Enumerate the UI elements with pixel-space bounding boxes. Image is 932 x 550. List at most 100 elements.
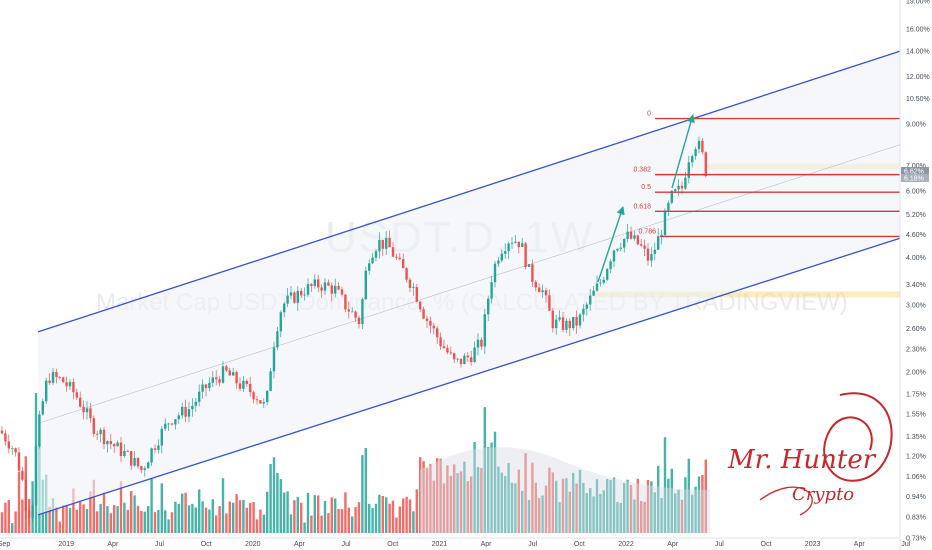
candle-body bbox=[483, 314, 486, 347]
candle-body bbox=[242, 380, 245, 389]
candle-body bbox=[283, 303, 286, 313]
time-axis[interactable]: Sep 2019 Apr Jul Oct 2020 Apr Jul Oct 2021 Apr Jul O… bbox=[0, 537, 911, 548]
time-tick-label: Apr bbox=[107, 541, 119, 548]
candle-body bbox=[687, 162, 690, 178]
volume-bar bbox=[109, 513, 112, 533]
volume-bar bbox=[436, 458, 439, 533]
volume-bar bbox=[96, 511, 99, 533]
time-tick-label: Apr bbox=[481, 541, 493, 548]
candle-body bbox=[555, 319, 558, 329]
candle-body bbox=[704, 152, 707, 176]
trend-arrow-1 bbox=[597, 206, 625, 283]
volume-bar bbox=[507, 462, 510, 533]
fib-level-label: 0.382 bbox=[633, 167, 651, 174]
volume-bar bbox=[51, 498, 55, 533]
volume-bar bbox=[599, 494, 602, 533]
volume-bar bbox=[606, 479, 609, 533]
volume-bar bbox=[7, 500, 10, 533]
volume-bar bbox=[490, 442, 493, 533]
volume-bar bbox=[269, 464, 272, 533]
candle-body bbox=[198, 391, 201, 402]
volume-bar bbox=[555, 480, 558, 533]
candle-body bbox=[21, 470, 24, 480]
candle-body bbox=[612, 250, 616, 262]
volume-bar bbox=[646, 479, 650, 533]
volume-bar bbox=[701, 474, 704, 533]
volume-bar bbox=[629, 485, 633, 533]
volume-bar bbox=[357, 502, 361, 533]
volume-bar bbox=[228, 501, 231, 533]
price-tick-label: 0.73% bbox=[906, 536, 926, 543]
candle-body bbox=[374, 251, 378, 258]
volume-bar bbox=[602, 490, 605, 533]
volume-bar bbox=[697, 476, 701, 533]
candle-body bbox=[361, 299, 364, 325]
volume-bar bbox=[504, 476, 507, 533]
volume-bar bbox=[568, 491, 571, 533]
volume-bar bbox=[92, 479, 95, 533]
volume-bar bbox=[99, 503, 102, 533]
price-badge bbox=[901, 167, 929, 175]
price-tick-label: 2.30% bbox=[906, 346, 926, 353]
candle-body bbox=[561, 317, 565, 330]
time-tick-label: 2022 bbox=[618, 541, 634, 548]
volume-bar bbox=[466, 481, 469, 533]
candle-body bbox=[432, 325, 435, 329]
volume-bar bbox=[252, 502, 255, 533]
volume-bar bbox=[58, 521, 61, 533]
signature-logo: Mr. Hunter Crypto bbox=[727, 392, 893, 516]
candle-body bbox=[531, 264, 534, 282]
volume-bar bbox=[306, 492, 310, 533]
price-axis[interactable]: 19.00% 16.00% 14.00% 12.00% 10.50% 9.00% 7.00%… bbox=[899, 0, 930, 550]
candle-body bbox=[41, 401, 44, 415]
time-tick-label: Oct bbox=[387, 541, 398, 548]
volume-bar bbox=[487, 447, 490, 533]
volume-bar bbox=[255, 519, 259, 533]
volume-bar bbox=[670, 468, 673, 533]
volume-bar bbox=[446, 465, 449, 533]
candle-body bbox=[55, 371, 58, 378]
volume-bar bbox=[674, 493, 677, 533]
candle-body bbox=[439, 337, 442, 347]
channel-mid-line bbox=[37, 144, 901, 424]
candle-body bbox=[602, 279, 605, 283]
price-tick-label: 3.00% bbox=[906, 303, 926, 310]
candle-body bbox=[201, 384, 204, 392]
signature-line-1: Mr. Hunter bbox=[727, 445, 877, 475]
price-tick-label: 5.20% bbox=[906, 212, 926, 219]
candle-body bbox=[252, 392, 255, 400]
volume-bar bbox=[160, 483, 163, 533]
candle-body bbox=[181, 406, 184, 416]
candle-body bbox=[228, 370, 231, 376]
volume-bar bbox=[221, 478, 225, 533]
time-tick-label: 2019 bbox=[58, 541, 74, 548]
candle-body bbox=[126, 450, 129, 452]
candle-body bbox=[48, 380, 51, 383]
price-badges: 6.62%6.18% bbox=[901, 167, 929, 183]
volume-bar bbox=[262, 514, 265, 533]
volume-bar bbox=[354, 507, 357, 533]
candle-body bbox=[347, 309, 350, 312]
volume-bar bbox=[164, 510, 167, 533]
candle-body bbox=[626, 231, 629, 239]
volume-bar bbox=[89, 491, 92, 533]
candle-body bbox=[184, 406, 187, 417]
candle-body bbox=[507, 243, 510, 252]
volume-bar bbox=[439, 458, 442, 533]
candle-body bbox=[272, 347, 276, 372]
price-badge-label: 6.18% bbox=[904, 176, 924, 183]
price-tick-label: 12.00% bbox=[906, 74, 930, 81]
time-tick-label: 2021 bbox=[432, 541, 448, 548]
candle-body bbox=[317, 279, 320, 288]
volume-bar bbox=[408, 499, 412, 533]
candle-body bbox=[320, 287, 323, 291]
volume-bar bbox=[565, 478, 568, 533]
candle-body bbox=[310, 284, 313, 286]
volume-bar bbox=[402, 498, 405, 533]
candle-body bbox=[368, 263, 371, 271]
volume-bar bbox=[293, 500, 296, 533]
candle-body bbox=[119, 442, 123, 457]
candle-body bbox=[106, 441, 109, 445]
volume-bar bbox=[130, 490, 133, 533]
